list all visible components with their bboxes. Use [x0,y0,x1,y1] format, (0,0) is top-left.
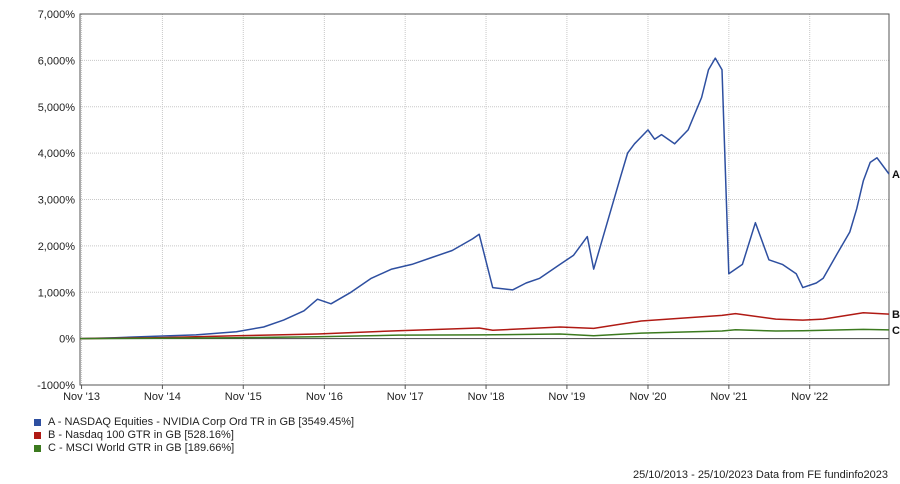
x-tick-label: Nov '15 [225,391,262,403]
x-tick-label: Nov '13 [63,391,100,403]
series-lines [79,57,890,340]
x-tick-label: Nov '21 [710,391,747,403]
grid-lines [80,14,889,385]
plot-frame [79,13,890,386]
legend-label: A - NASDAQ Equities - NVIDIA Corp Ord TR… [48,416,355,428]
x-tick-label: Nov '22 [791,391,828,403]
x-tick-label: Nov '20 [630,391,667,403]
x-tick-label: Nov '14 [144,391,181,403]
y-tick-label: 2,000% [38,241,76,253]
y-tick-label: 1,000% [38,287,76,299]
y-tick-label: 0% [59,334,75,346]
legend-label: B - Nasdaq 100 GTR in GB [528.16%] [48,429,234,441]
y-tick-label: 7,000% [38,9,76,21]
y-tick-label: 6,000% [38,55,76,67]
x-tick-label: Nov '19 [548,391,585,403]
legend-swatch [34,432,41,439]
y-tick-label: -1000% [37,380,75,392]
series-line-a [79,57,890,340]
legend-label: C - MSCI World GTR in GB [189.66%] [48,442,235,454]
legend-item: A - NASDAQ Equities - NVIDIA Corp Ord TR… [34,416,354,429]
x-tick-labels: Nov '13 Nov '14 Nov '15 Nov '16 Nov '17 Nov '… [63,391,828,403]
legend: A - NASDAQ Equities - NVIDIA Corp Ord TR… [34,416,354,455]
y-tick-label: 3,000% [38,195,76,207]
legend-item: C - MSCI World GTR in GB [189.66%] [34,442,354,455]
x-tick-label: Nov '16 [306,391,343,403]
series-line-b [79,311,890,340]
axes [79,13,890,389]
legend-item: B - Nasdaq 100 GTR in GB [528.16%] [34,429,354,442]
series-end-labels: A BC [892,169,900,337]
x-tick-label: Nov '18 [468,391,505,403]
series-end-label-c: C [892,325,900,337]
series-end-label-b: B [892,309,900,321]
footer-date-range: 25/10/2013 - 25/10/2023 Data from FE fun… [632,469,888,481]
y-tick-label: 4,000% [38,148,76,160]
series-line-c [79,328,890,340]
x-tick-label: Nov '17 [387,391,424,403]
legend-swatch [34,445,41,452]
legend-swatch [34,419,41,426]
y-tick-label: 5,000% [38,102,76,114]
y-tick-labels: 7,000% 6,000% 5,000% 4,000% 3,000% 2,000% 1,00… [37,9,75,392]
series-end-label-a: A [892,169,900,181]
